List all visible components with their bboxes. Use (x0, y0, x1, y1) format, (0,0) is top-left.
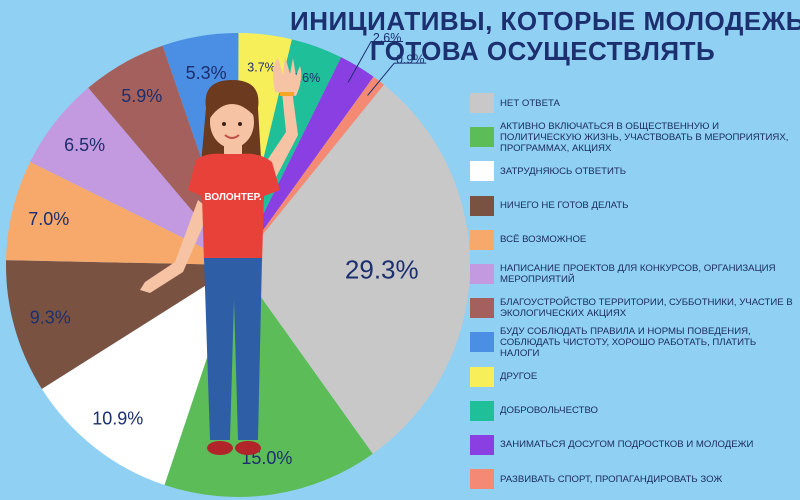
volunteer-illustration: ВОЛОНТЕР. (140, 56, 302, 455)
legend-item: ВСЁ ВОЗМОЖНОЕ (470, 223, 795, 257)
legend-label: ЗАНИМАТЬСЯ ДОСУГОМ ПОДРОСТКОВ И МОЛОДЕЖИ (500, 439, 754, 451)
legend-swatch (470, 366, 494, 387)
pie-slice (238, 57, 374, 265)
leader-lines (347, 40, 427, 96)
legend-label: БУДУ СОБЛЮДАТЬ ПРАВИЛА И НОРМЫ ПОВЕДЕНИЯ… (500, 325, 757, 359)
legend-label: ДРУГОЕ (500, 371, 538, 383)
legend-item: НИЧЕГО НЕ ГОТОВ ДЕЛАТЬ (470, 189, 795, 223)
pie-slice (41, 265, 239, 486)
slice-value-label: 9.3% (30, 308, 71, 328)
chart-title-line-2: ГОТОВА ОСУЩЕСТВЛЯТЬ (369, 36, 716, 66)
legend-label: ЗАТРУДНЯЮСЬ ОТВЕТИТЬ (500, 165, 627, 177)
legend-swatch (470, 434, 494, 455)
pie-slice (5, 260, 238, 389)
legend-label: БЛАГОУСТРОЙСТВО ТЕРРИТОРИИ, СУББОТНИКИ, … (500, 297, 793, 320)
legend-label: ДОБРОВОЛЬЧЕСТВО (500, 405, 598, 417)
legend-swatch (470, 93, 494, 114)
slice-value-label: 29.3% (345, 254, 419, 284)
slice-value-label: 7.0% (28, 209, 69, 229)
pie-slice (238, 76, 385, 265)
legend-swatch (470, 332, 494, 353)
legend-swatch (470, 298, 494, 319)
legend-swatch (470, 264, 494, 285)
legend-label: АКТИВНО ВКЛЮЧАТЬСЯ В ОБЩЕСТВЕННУЮ И ПОЛИ… (500, 120, 789, 154)
pie-slice (6, 161, 238, 265)
legend-item: БУДУ СОБЛЮДАТЬ ПРАВИЛА И НОРМЫ ПОВЕДЕНИЯ… (470, 325, 795, 359)
legend-item: РАЗВИВАТЬ СПОРТ, ПРОПАГАНДИРОВАТЬ ЗОЖ (470, 462, 795, 496)
legend-item: ЗАТРУДНЯЮСЬ ОТВЕТИТЬ (470, 154, 795, 188)
legend-swatch (470, 127, 494, 148)
legend-item: НЕТ ОТВЕТА (470, 86, 795, 120)
legend-item: АКТИВНО ВКЛЮЧАТЬСЯ В ОБЩЕСТВЕННУЮ И ПОЛИ… (470, 120, 795, 154)
legend-item: НАПИСАНИЕ ПРОЕКТОВ ДЛЯ КОНКУРСОВ, ОРГАНИ… (470, 257, 795, 291)
pie-slice (30, 87, 239, 266)
legend-label: НЕТ ОТВЕТА (500, 97, 560, 109)
volunteer-badge-text: ВОЛОНТЕР. (204, 192, 261, 203)
legend-swatch (470, 469, 494, 490)
slice-value-label: 10.9% (92, 409, 143, 429)
legend: НЕТ ОТВЕТА АКТИВНО ВКЛЮЧАТЬСЯ В ОБЩЕСТВЕН… (470, 86, 795, 496)
leader-line (367, 62, 427, 96)
slice-value-label: 2.6% (373, 31, 402, 45)
legend-label: ВСЁ ВОЗМОЖНОЕ (500, 234, 587, 246)
legend-swatch (470, 229, 494, 250)
slice-value-label: 0.9% (396, 53, 425, 67)
slice-value-label: 5.3% (186, 63, 227, 83)
leader-line (347, 40, 404, 83)
slice-value-label: 3.7% (247, 60, 276, 74)
chart-title: ИНИЦИАТИВЫ, КОТОРЫЕ МОЛОДЕЖЬ ГОТОВА ОСУЩ… (290, 6, 800, 66)
legend-swatch (470, 400, 494, 421)
legend-label: РАЗВИВАТЬ СПОРТ, ПРОПАГАНДИРОВАТЬ ЗОЖ (500, 473, 723, 485)
legend-item: ДРУГОЕ (470, 360, 795, 394)
legend-swatch (470, 161, 494, 182)
legend-label: НАПИСАНИЕ ПРОЕКТОВ ДЛЯ КОНКУРСОВ, ОРГАНИ… (500, 263, 776, 286)
pie-slice (238, 84, 470, 454)
legend-item: ЗАНИМАТЬСЯ ДОСУГОМ ПОДРОСТКОВ И МОЛОДЕЖИ (470, 428, 795, 462)
legend-item: БЛАГОУСТРОЙСТВО ТЕРРИТОРИИ, СУББОТНИКИ, … (470, 291, 795, 325)
legend-label: НИЧЕГО НЕ ГОТОВ ДЕЛАТЬ (500, 200, 629, 212)
legend-item: ДОБРОВОЛЬЧЕСТВО (470, 394, 795, 428)
chart-title-line-1: ИНИЦИАТИВЫ, КОТОРЫЕ МОЛОДЕЖЬ (290, 6, 800, 36)
legend-swatch (470, 195, 494, 216)
slice-value-label: 6.5% (64, 135, 105, 155)
slice-value-label: 5.9% (121, 86, 162, 106)
pie-slice (238, 39, 342, 265)
